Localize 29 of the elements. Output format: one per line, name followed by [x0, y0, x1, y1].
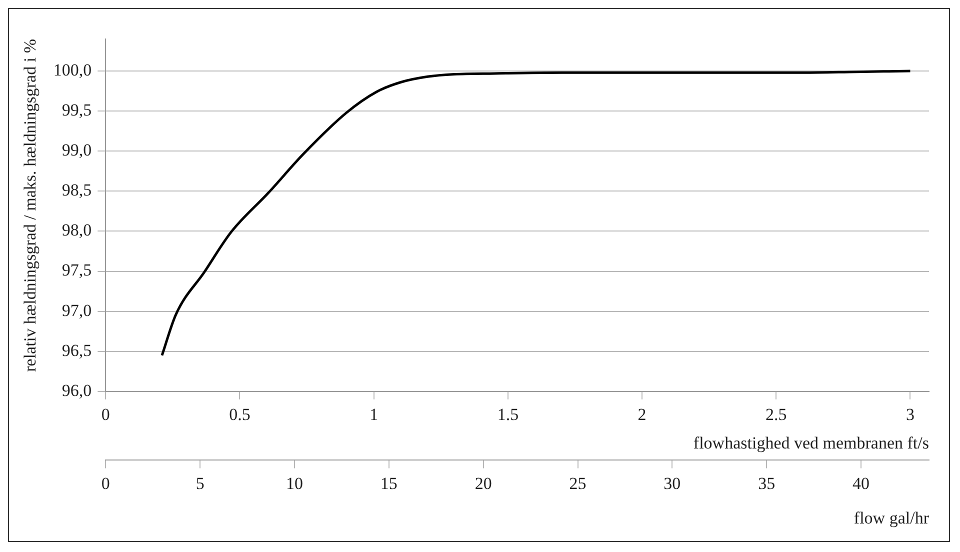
y-tick-label: 99,5	[62, 100, 92, 120]
y-tick-label: 99,0	[62, 140, 92, 160]
y-tick-label: 98,5	[62, 180, 92, 200]
x-tick-label: 1.5	[497, 405, 519, 424]
x2-tick-label: 5	[196, 474, 204, 493]
y-tick-label: 96,0	[62, 380, 92, 400]
line-series	[160, 70, 912, 357]
y-tick-label: 100,0	[53, 60, 92, 80]
x-tick-label: 3	[906, 405, 914, 424]
y-tick-label: 96,5	[62, 340, 92, 360]
x2-tick-label: 10	[286, 474, 303, 493]
y-tick-label: 98,0	[62, 220, 92, 240]
x-tick-label: 0.5	[229, 405, 250, 424]
x-tick-label: 1	[370, 405, 378, 424]
x2-tick-label: 0	[101, 474, 110, 493]
x2-axis-title: flow gal/hr	[854, 508, 930, 528]
x-axis-title: flowhastighed ved membranen ft/s	[693, 433, 929, 452]
x-tick-label: 2	[638, 405, 646, 424]
y-tick-label: 97,5	[62, 260, 92, 280]
x2-tick-label: 30	[664, 474, 681, 493]
x2-tick-label: 35	[758, 474, 776, 493]
x-tick-label: 0	[101, 405, 110, 424]
y-tick-label: 97,0	[62, 300, 92, 320]
x2-tick-label: 20	[474, 474, 492, 493]
x-tick-label: 2.5	[766, 405, 787, 424]
y-axis-title: relativ hældningsgrad / maks. hældningsgrad i %	[20, 39, 40, 372]
x2-tick-label: 25	[569, 474, 586, 493]
x2-tick-label: 15	[380, 474, 398, 493]
x2-tick-label: 40	[852, 474, 870, 493]
